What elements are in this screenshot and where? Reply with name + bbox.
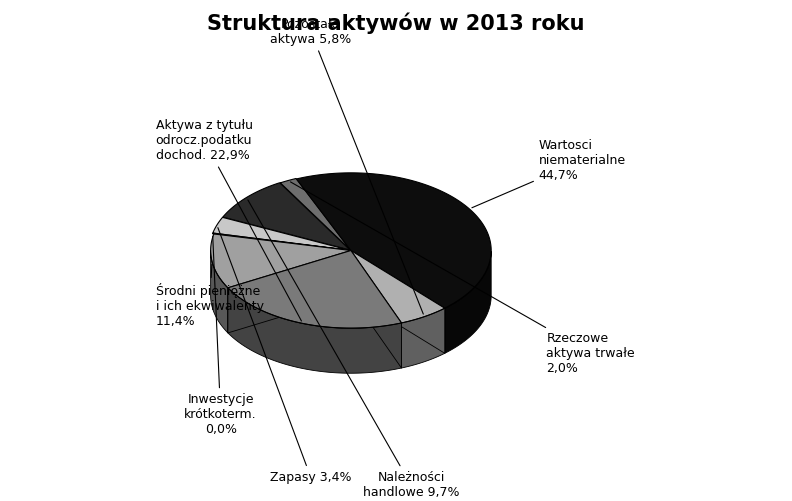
Polygon shape (211, 250, 228, 333)
Text: Środni pieniężne
i ich ekwiwalenty
11,4%: Środni pieniężne i ich ekwiwalenty 11,4% (155, 265, 264, 328)
Polygon shape (445, 252, 491, 353)
Polygon shape (228, 288, 402, 373)
Polygon shape (351, 250, 402, 368)
Polygon shape (228, 250, 351, 333)
Polygon shape (351, 250, 445, 353)
Polygon shape (212, 233, 349, 250)
Text: Rzeczowe
aktywa trwałe
2,0%: Rzeczowe aktywa trwałe 2,0% (291, 182, 635, 375)
Polygon shape (351, 250, 445, 353)
Polygon shape (228, 250, 402, 328)
Polygon shape (223, 183, 350, 250)
Text: Inwestycje
krótkoterm.
0,0%: Inwestycje krótkoterm. 0,0% (185, 236, 257, 436)
Polygon shape (213, 217, 349, 250)
Polygon shape (351, 250, 445, 323)
Polygon shape (351, 250, 402, 368)
Polygon shape (402, 308, 445, 368)
Text: Zapasy 3,4%: Zapasy 3,4% (218, 227, 352, 484)
Text: Wartosci
niematerialne
44,7%: Wartosci niematerialne 44,7% (472, 139, 626, 208)
Text: Struktura aktywów w 2013 roku: Struktura aktywów w 2013 roku (208, 13, 584, 34)
Polygon shape (280, 178, 351, 250)
Polygon shape (296, 173, 491, 308)
Text: Aktywa z tytułu
odrocz.podatku
dochod. 22,9%: Aktywa z tytułu odrocz.podatku dochod. 2… (155, 119, 302, 321)
Polygon shape (228, 250, 351, 333)
Polygon shape (211, 234, 351, 288)
Text: Należności
handlowe 9,7%: Należności handlowe 9,7% (248, 200, 459, 499)
Text: Pozostałe
aktywa 5,8%: Pozostałe aktywa 5,8% (270, 18, 423, 314)
